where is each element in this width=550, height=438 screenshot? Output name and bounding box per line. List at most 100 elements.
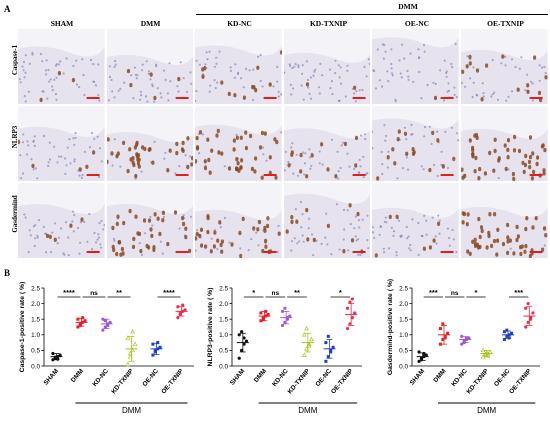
data-point	[464, 336, 469, 341]
data-point	[304, 346, 310, 351]
col-head-kd-nc: KD-NC	[227, 19, 252, 28]
data-point	[130, 347, 136, 353]
significance-label: *	[339, 288, 342, 297]
data-point	[348, 322, 352, 326]
micrograph-image	[461, 29, 548, 104]
data-point	[422, 351, 426, 356]
x-tick-label: KD-TXNIP	[465, 367, 490, 395]
chart-2: 0.0 0.5 1.0 1.5 2.0 2.5 NLRP3-positive rate ( …	[207, 285, 362, 415]
data-point	[261, 317, 265, 321]
data-point	[181, 309, 185, 313]
y-tick-label: 1.0	[219, 332, 228, 339]
x-tick-label: SHAM	[43, 368, 60, 387]
x-tick-label: OE-TXNIP	[330, 367, 355, 395]
micrograph-image	[18, 106, 105, 181]
col-head-dmm: DMM	[140, 19, 161, 28]
data-point	[467, 336, 471, 340]
data-point	[127, 350, 133, 356]
micrograph-image	[18, 29, 105, 104]
data-point	[280, 323, 285, 328]
x-tick-label: OE-NC	[493, 367, 512, 388]
data-point	[156, 341, 160, 345]
significance-label: **	[294, 288, 300, 297]
panel-b-letter: B	[4, 268, 11, 278]
chart-1: 0.0 0.5 1.0 1.5 2.0 2.5 Caspase-1-positive rat…	[19, 282, 194, 415]
panel-a-letter: A	[4, 4, 11, 14]
x-tick-label: OE-TXNIP	[508, 367, 533, 395]
data-point	[301, 352, 307, 357]
data-point	[417, 359, 421, 363]
data-point	[345, 326, 350, 331]
data-point	[507, 333, 511, 337]
data-point	[460, 334, 464, 338]
data-point	[264, 314, 268, 318]
data-point	[244, 339, 249, 343]
data-point	[106, 322, 110, 326]
data-point	[158, 345, 162, 349]
micrograph-image	[283, 183, 371, 258]
x-tick-label: OE-TXNIP	[160, 367, 185, 395]
y-tick-label: 1.5	[31, 317, 40, 324]
data-point	[178, 311, 182, 315]
data-point	[441, 337, 445, 341]
data-point	[181, 303, 185, 307]
data-point	[266, 313, 270, 317]
y-tick-label: 0.5	[31, 348, 40, 355]
data-point	[424, 353, 428, 357]
data-point	[51, 351, 55, 356]
micrograph-gasdermind-oe-txnip	[461, 183, 548, 258]
micrograph-gasdermind-oe-nc	[372, 183, 459, 258]
y-tick-label: 2.0	[219, 301, 228, 308]
data-point	[505, 334, 509, 338]
data-point	[78, 322, 82, 326]
data-point	[438, 327, 442, 331]
data-point	[526, 302, 530, 306]
data-point	[304, 325, 310, 331]
panel-a-group-label: DMM	[398, 2, 418, 11]
data-point	[56, 357, 60, 361]
data-point	[285, 316, 289, 320]
data-point	[329, 350, 333, 354]
data-point	[156, 347, 160, 351]
micrograph-gasdermind-sham	[18, 183, 105, 258]
x-tick-label: DMM	[70, 368, 85, 384]
data-point	[101, 317, 105, 321]
data-point	[51, 358, 55, 362]
micrograph-gasdermind-kd-nc	[195, 183, 282, 258]
data-point	[443, 336, 447, 340]
data-point	[528, 317, 533, 321]
significance-label: ***	[514, 288, 523, 297]
data-point	[151, 353, 155, 357]
micrograph-image	[372, 183, 459, 258]
data-point	[524, 306, 528, 310]
significance-label: ***	[429, 288, 438, 297]
y-tick-label: 1.0	[399, 332, 408, 339]
data-point	[524, 325, 528, 329]
group-label: DMM	[477, 406, 496, 415]
col-head-kd-txnip: KD-TXNIP	[309, 19, 348, 28]
data-point	[240, 348, 244, 352]
data-point	[283, 306, 287, 310]
data-point	[81, 320, 85, 324]
data-point	[483, 351, 488, 356]
data-point	[176, 316, 180, 320]
data-point	[324, 341, 328, 345]
micrograph-nlrp3-oe-nc	[372, 106, 459, 181]
x-tick-label: OE-NC	[314, 367, 333, 388]
data-point	[345, 306, 350, 310]
data-point	[353, 311, 357, 315]
micrograph-image	[461, 106, 548, 181]
y-tick-label: 2.5	[31, 285, 40, 292]
micrograph-image	[106, 29, 194, 104]
data-point	[480, 347, 486, 353]
data-point	[350, 316, 354, 320]
micrograph-nlrp3-sham	[18, 106, 105, 181]
x-tick-label: KD-NC	[450, 367, 469, 388]
data-point	[242, 342, 246, 346]
x-tick-label: KD-NC	[271, 367, 290, 388]
data-point	[259, 319, 263, 323]
col-head-oe-nc: OE-NC	[404, 19, 430, 28]
micrograph-nlrp3-kd-txnip	[283, 106, 371, 181]
micrograph-nlrp3-dmm	[106, 106, 194, 181]
micrograph-image	[372, 106, 459, 181]
